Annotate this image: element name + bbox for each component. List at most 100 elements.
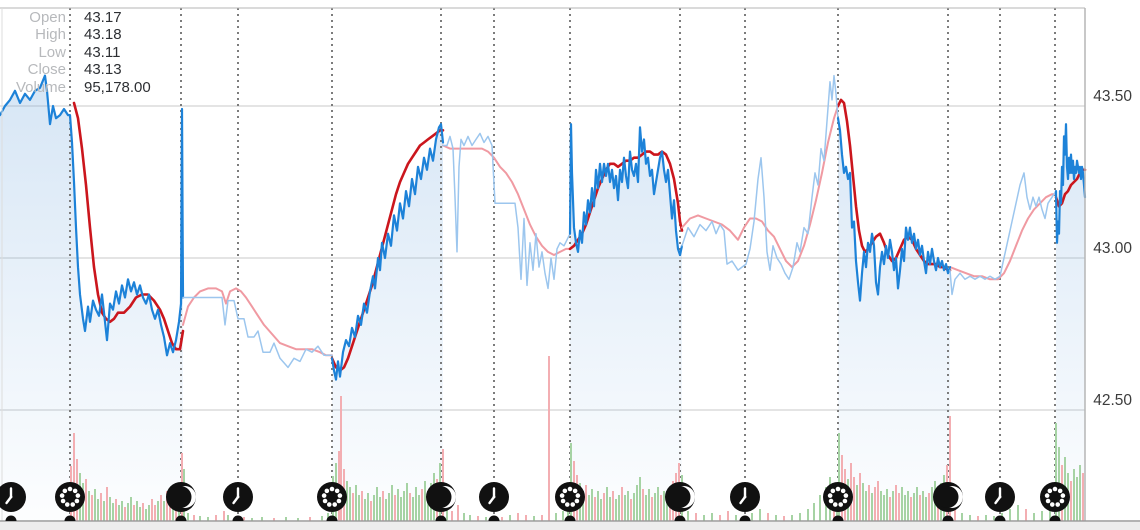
volume-bar: [157, 501, 159, 521]
price-line-session: [330, 123, 445, 381]
volume-bar: [251, 518, 253, 521]
volume-bar: [124, 507, 126, 521]
volume-bar: [412, 497, 414, 521]
volume-bar: [118, 505, 120, 521]
volume-bar: [1017, 505, 1019, 521]
volume-bar: [533, 516, 535, 521]
price-area-fill: [0, 75, 1085, 521]
volume-bar: [615, 499, 617, 521]
moon-icon: [933, 482, 963, 512]
volume-bar: [297, 518, 299, 521]
volume-bar: [880, 491, 882, 521]
volume-bar: [207, 517, 209, 521]
volume-bar: [719, 515, 721, 521]
volume-bar: [243, 517, 245, 521]
volume-bar: [639, 477, 641, 521]
volume-bar: [160, 495, 162, 521]
volume-bar: [1033, 513, 1035, 521]
volume-bar: [582, 491, 584, 521]
volume-bar: [352, 493, 354, 521]
volume-bar: [727, 511, 729, 521]
volume-bar: [199, 516, 201, 521]
volume-bar: [391, 485, 393, 521]
volume-bar: [600, 499, 602, 521]
below-axis-strip: [0, 522, 1140, 530]
volume-bar: [555, 513, 557, 521]
volume-bar: [100, 493, 102, 521]
volume-bar: [657, 487, 659, 521]
y-axis-labels: 43.50 43.00 42.50: [1093, 88, 1132, 409]
volume-bar: [594, 497, 596, 521]
volume-bar: [172, 503, 174, 521]
volume-bar: [285, 517, 287, 521]
volume-bar: [1076, 477, 1078, 521]
volume-bar: [865, 491, 867, 521]
ma-line: [72, 98, 1087, 372]
volume-bar: [273, 518, 275, 521]
volume-bar: [585, 485, 587, 521]
volume-bar: [409, 493, 411, 521]
axis-bump: [175, 515, 187, 521]
volume-bar: [321, 516, 323, 521]
volume-bar: [1082, 473, 1084, 521]
price-line-session: [568, 123, 684, 257]
volume-bar: [136, 501, 138, 521]
volume-bar: [163, 501, 165, 521]
volume-bar: [525, 515, 527, 521]
y-axis-label: 43.50: [1093, 88, 1132, 105]
session-area-fill: [1056, 124, 1085, 521]
axis-bump: [64, 515, 76, 521]
axis-bump: [435, 515, 447, 521]
volume-bar: [913, 493, 915, 521]
moon-icon: [665, 482, 695, 512]
volume-bar: [660, 495, 662, 521]
volume-bar: [907, 491, 909, 521]
ma-line-session: [72, 101, 185, 351]
axis-bump: [832, 515, 844, 521]
volume-bar: [977, 516, 979, 521]
volume-bar: [751, 513, 753, 521]
volume-bar: [109, 497, 111, 521]
volume-bar: [666, 497, 668, 521]
volume-bar: [799, 513, 801, 521]
price-line-extended: [949, 172, 1057, 296]
volume-bar: [406, 483, 408, 521]
price-line-extended: [681, 74, 839, 281]
volume-bar: [73, 433, 75, 521]
volume-bar: [993, 516, 995, 521]
volume-bar: [567, 507, 569, 521]
volume-bar: [1070, 481, 1072, 521]
volume-bar: [985, 515, 987, 521]
volume-bar: [588, 495, 590, 521]
volume-bar: [446, 507, 448, 521]
volume-bar: [88, 491, 90, 521]
volume-bar: [916, 487, 918, 521]
volume-bar: [169, 497, 171, 521]
volume-bar: [1049, 507, 1051, 521]
volume-bar: [949, 416, 951, 521]
volume-bar: [309, 517, 311, 521]
volume-bar: [361, 491, 363, 521]
volume-bar: [919, 495, 921, 521]
ma-line-extended: [681, 105, 839, 269]
volume-bar: [403, 491, 405, 521]
volume-bar: [349, 487, 351, 521]
volume-bar: [382, 491, 384, 521]
volume-bar: [548, 356, 550, 521]
session-area-fill: [0, 75, 183, 521]
volume-bar: [663, 491, 665, 521]
axis-bump: [232, 515, 244, 521]
volume-bar: [627, 491, 629, 521]
volume-bar: [1079, 465, 1081, 521]
volume-bar: [871, 493, 873, 521]
volume-bar: [807, 509, 809, 521]
volume-bar: [819, 495, 821, 521]
axis-bump: [994, 515, 1006, 521]
axis-bump: [1049, 515, 1061, 521]
volume-bar: [115, 499, 117, 521]
volume-bar: [469, 515, 471, 521]
price-line-session: [0, 74, 185, 357]
volume-bar: [355, 485, 357, 521]
